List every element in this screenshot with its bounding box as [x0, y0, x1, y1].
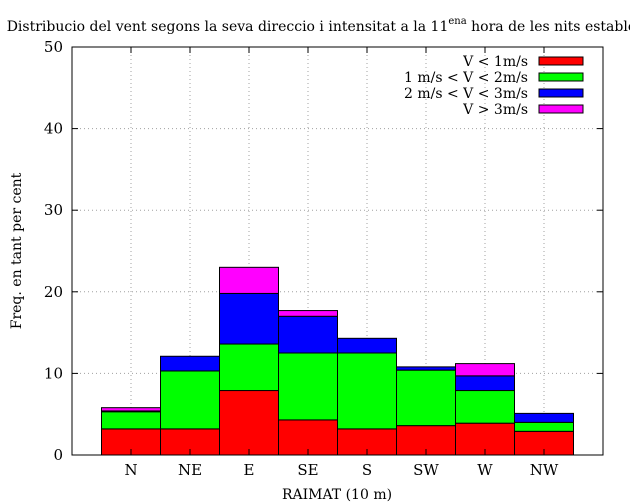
bar-W-series-2: [455, 390, 515, 424]
bars: [101, 266, 574, 456]
legend-label: V > 3m/s: [462, 102, 528, 118]
y-tick-label: 40: [44, 120, 63, 138]
chart-title: Distribucio del vent segons la seva dire…: [7, 16, 630, 35]
bar-NE-series-3: [160, 355, 220, 372]
legend-label: V < 1m/s: [462, 54, 528, 70]
legend-label: 2 m/s < V < 3m/s: [404, 86, 528, 102]
bar-S-series-3: [337, 337, 397, 354]
x-tick-label: SW: [413, 461, 439, 479]
bar-S-series-2: [337, 352, 397, 430]
bar-E-series-4: [219, 266, 279, 294]
y-tick-label: 30: [44, 201, 63, 219]
legend-swatch: [538, 104, 584, 114]
x-axis-label: RAIMAT (10 m): [282, 487, 392, 503]
bar-SW-series-3: [396, 366, 456, 371]
axis-ticks: 0 10 20 30 40 50 N NE E SE S SW W NW: [44, 38, 603, 479]
x-tick-label: W: [477, 461, 493, 479]
legend-swatch: [538, 72, 584, 82]
x-tick-label: S: [362, 461, 372, 479]
chart-title-superscript: ena: [448, 16, 466, 27]
bar-SE-series-2: [278, 352, 338, 421]
bar-E-series-2: [219, 343, 279, 392]
legend: V < 1m/s1 m/s < V < 2m/s2 m/s < V < 3m/s…: [404, 54, 584, 118]
bar-N-series-2: [101, 411, 161, 430]
legend-label: 1 m/s < V < 2m/s: [404, 70, 528, 86]
bar-SE-series-3: [278, 315, 338, 354]
plot-frame: [71, 46, 604, 456]
y-axis-label: Freq. en tant per cent: [9, 172, 25, 329]
bar-NW-series-2: [514, 421, 574, 432]
x-tick-label: NW: [530, 461, 559, 479]
bar-W-series-4: [455, 363, 515, 377]
legend-swatch: [538, 56, 584, 66]
y-tick-label: 20: [44, 283, 63, 301]
x-tick-label: NE: [178, 461, 202, 479]
bar-E-series-1: [219, 390, 279, 456]
bar-SE-series-4: [278, 310, 338, 317]
bar-NW-series-3: [514, 412, 574, 423]
y-tick-label: 0: [53, 446, 63, 464]
y-tick-label: 10: [44, 364, 63, 382]
x-tick-label: SE: [297, 461, 318, 479]
y-tick-label: 50: [44, 38, 63, 56]
bar-W-series-3: [455, 375, 515, 392]
x-tick-label: E: [244, 461, 255, 479]
bar-E-series-3: [219, 292, 279, 345]
x-tick-label: N: [124, 461, 137, 479]
bar-SW-series-2: [396, 369, 456, 427]
bar-NE-series-2: [160, 370, 220, 430]
legend-swatch: [538, 88, 584, 98]
bar-N-series-4: [101, 407, 161, 412]
